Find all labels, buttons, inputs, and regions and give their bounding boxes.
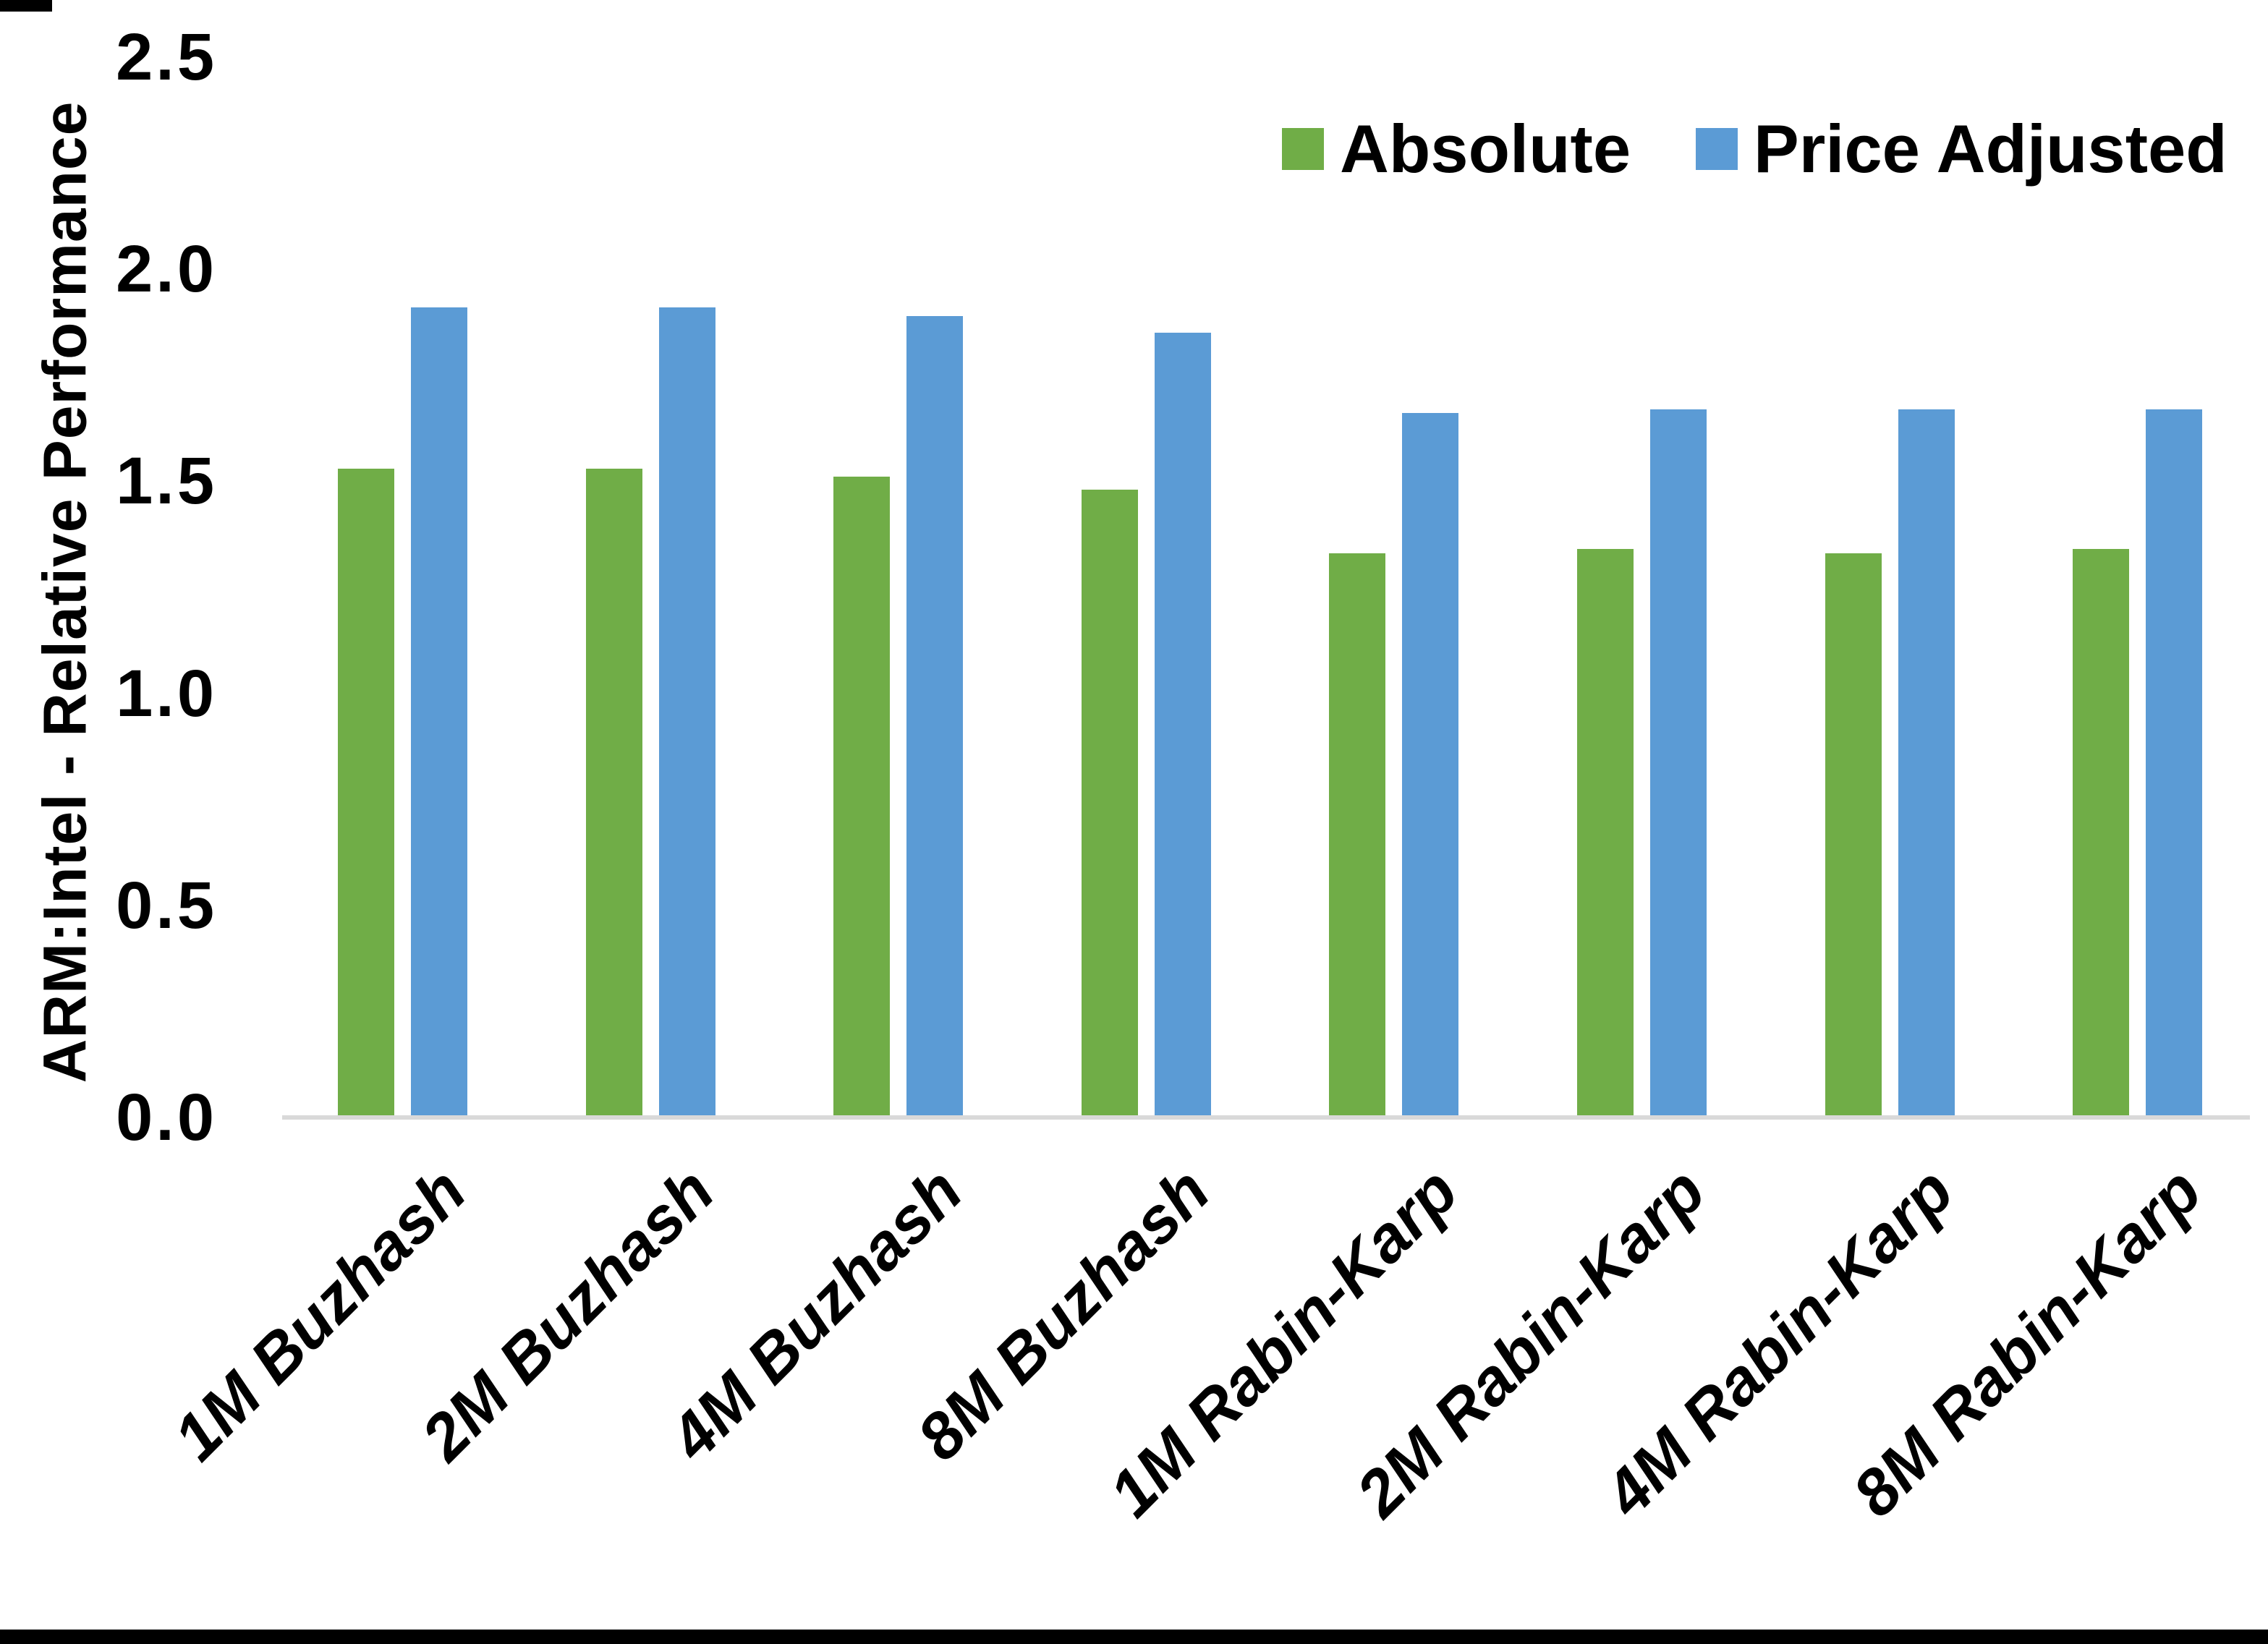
bar-price-adjusted-4m-rabin-karp — [1898, 409, 1955, 1117]
bar-absolute-8m-buzhash — [1081, 489, 1138, 1117]
bar-absolute-4m-buzhash — [833, 477, 891, 1117]
bar-absolute-1m-buzhash — [338, 468, 394, 1117]
bar-absolute-4m-rabin-karp — [1825, 553, 1882, 1117]
corner-mark — [0, 0, 52, 12]
bar-price-adjusted-8m-rabin-karp — [2146, 409, 2203, 1117]
absolute-series-swatch — [1282, 128, 1324, 170]
legend-item-price-adjusted: Price Adjusted — [1696, 110, 2227, 188]
bar-price-adjusted-1m-buzhash — [411, 307, 467, 1117]
y-tick-label-0.0: 0.0 — [116, 1081, 217, 1154]
bar-absolute-2m-buzhash — [585, 468, 642, 1117]
bottom-frame-edge — [0, 1630, 2268, 1644]
price-adjusted-series-swatch — [1696, 128, 1738, 170]
legend-label-price-adjusted: Price Adjusted — [1754, 111, 2227, 187]
legend-label-absolute: Absolute — [1340, 111, 1631, 187]
legend-item-absolute: Absolute — [1282, 110, 1631, 188]
bar-price-adjusted-2m-rabin-karp — [1650, 409, 1707, 1117]
x-axis-line — [282, 1115, 2250, 1120]
y-tick-label-2.5: 2.5 — [116, 20, 217, 94]
bar-price-adjusted-4m-buzhash — [906, 315, 964, 1117]
bar-price-adjusted-8m-buzhash — [1154, 332, 1211, 1117]
bar-absolute-1m-rabin-karp — [1329, 553, 1386, 1117]
bar-price-adjusted-2m-buzhash — [658, 307, 715, 1117]
y-tick-label-1.0: 1.0 — [116, 656, 217, 731]
bar-absolute-8m-rabin-karp — [2073, 549, 2130, 1117]
y-tick-label-1.5: 1.5 — [116, 444, 217, 519]
bar-price-adjusted-1m-rabin-karp — [1402, 413, 1459, 1117]
y-tick-label-2.0: 2.0 — [116, 232, 217, 306]
y-axis-title: ARM:Intel - Relative Performance — [30, 101, 99, 1083]
y-tick-label-0.5: 0.5 — [116, 868, 217, 942]
bar-absolute-2m-rabin-karp — [1577, 549, 1634, 1117]
